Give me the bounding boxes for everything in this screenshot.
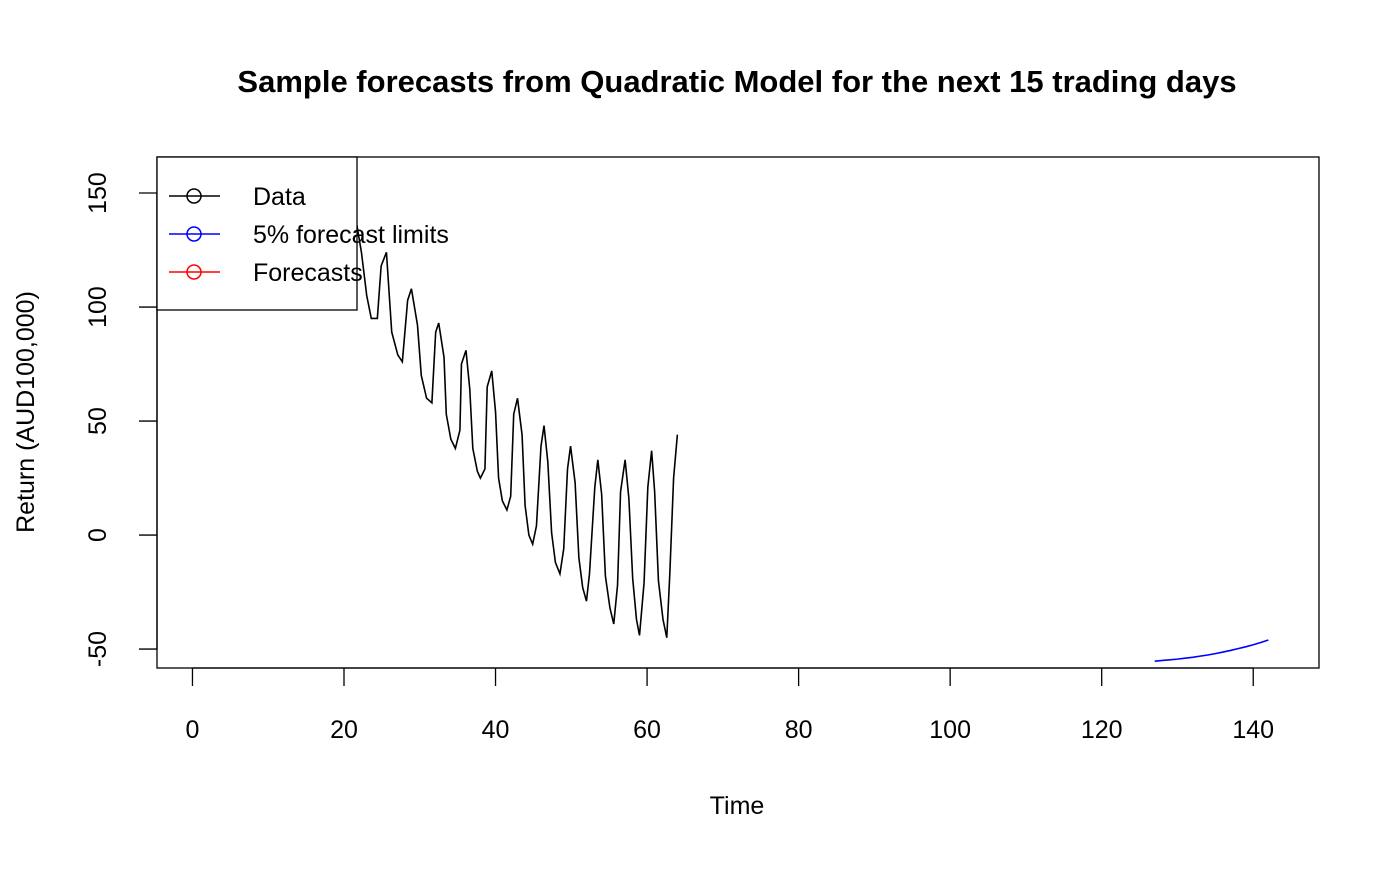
legend-label: Forecasts [253, 259, 363, 287]
x-tick-label: 20 [330, 716, 358, 744]
y-tick-label: 0 [84, 528, 112, 542]
x-tick-label: 80 [785, 716, 813, 744]
plot-frame [156, 156, 1320, 669]
x-tick-label: 0 [186, 716, 200, 744]
x-tick-label: 140 [1232, 716, 1274, 744]
legend-label: Data [253, 183, 306, 211]
y-tick-label: 150 [84, 172, 112, 214]
y-axis-label: Return (AUD100,000) [12, 291, 40, 533]
legend-marker [186, 226, 202, 242]
y-tick-label: 50 [84, 407, 112, 435]
series-group [356, 224, 1269, 662]
series-line [356, 224, 679, 638]
x-tick-label: 60 [633, 716, 661, 744]
x-axis-label: Time [710, 792, 765, 820]
y-tick-label: -50 [84, 631, 112, 667]
x-tick-label: 40 [482, 716, 510, 744]
x-tick-label: 100 [929, 716, 971, 744]
legend: Data 5% forecast limits Forecasts [156, 156, 449, 311]
legend-marker [186, 188, 202, 204]
legend-marker [186, 264, 202, 280]
legend-label: 5% forecast limits [253, 221, 449, 249]
y-tick-label: 100 [84, 286, 112, 328]
chart-title: Sample forecasts from Quadratic Model fo… [237, 64, 1236, 99]
series-line [1154, 639, 1269, 662]
x-tick-label: 120 [1081, 716, 1123, 744]
